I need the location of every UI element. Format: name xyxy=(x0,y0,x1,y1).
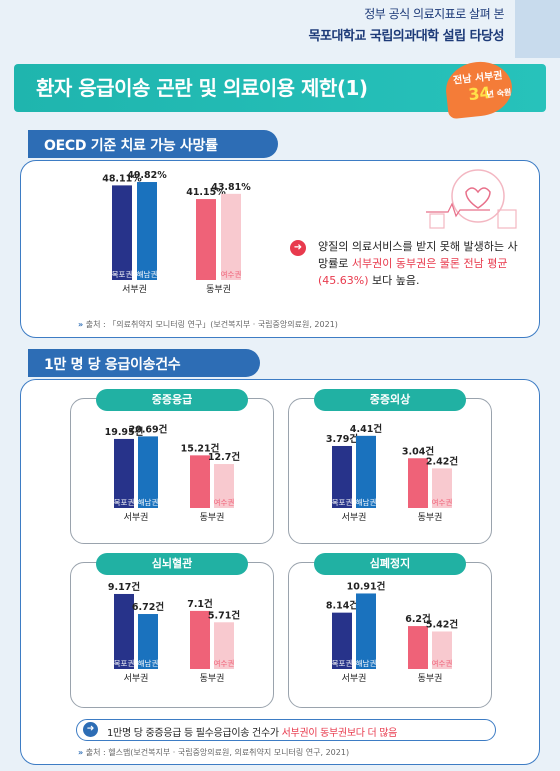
conclusion-red: 서부권이 동부권보다 더 많음 xyxy=(281,728,398,739)
conclusion-part1: 1만명 당 중증응급 등 필수응급이송 건수가 xyxy=(107,728,282,739)
double-chevron-icon: » xyxy=(78,748,84,757)
panel-cardio-cerebrovascular xyxy=(70,562,274,708)
pill-cardio-cerebrovascular: 심뇌혈관 xyxy=(96,553,248,575)
pulse-icon xyxy=(426,202,490,218)
pill-severe-trauma: 중증외상 xyxy=(314,389,466,411)
medical-illustration xyxy=(426,169,517,229)
note-red2: (45.63%) xyxy=(318,274,369,287)
panel-severe-emergency xyxy=(70,398,274,544)
section1-note-text: 양질의 의료서비스를 받지 못해 발생하는 사망률로 서부권이 동부권은 물론 … xyxy=(318,238,523,289)
panel-cardiac-arrest xyxy=(288,562,492,708)
conclusion-text: 1만명 당 중증응급 등 필수응급이송 건수가 서부권이 동부권보다 더 많음 xyxy=(107,724,397,739)
hospital-building-icon xyxy=(429,213,445,229)
double-chevron-icon: » xyxy=(78,320,84,329)
section1-title: OECD 기준 치료 가능 사망률 xyxy=(44,138,218,154)
section2-source-text: 출처 : 헬스맵(보건복지부 · 국립중앙의료원, 의료취약지 모니터링 연구,… xyxy=(85,748,350,757)
section1-source: » 출처 : 「의료취약지 모니터링 연구」(보건복지부 · 국립중앙의료원, … xyxy=(78,319,338,330)
heart-icon xyxy=(465,187,491,209)
panel-severe-trauma xyxy=(288,398,492,544)
arrow-right-icon: ➜ xyxy=(83,722,98,737)
section2-conclusion: ➜ 1만명 당 중증응급 등 필수응급이송 건수가 서부권이 동부권보다 더 많… xyxy=(76,719,496,741)
section1-tab: OECD 기준 치료 가능 사망률 xyxy=(28,130,278,158)
note-red: 서부권이 동부권은 물론 전남 평균 xyxy=(351,257,508,270)
illustration-circle xyxy=(451,169,505,223)
arrow-right-icon: ➜ xyxy=(290,240,306,256)
header-decoration xyxy=(515,0,560,58)
pill-severe-emergency: 중증응급 xyxy=(96,389,248,411)
section1-source-text: 출처 : 「의료취약지 모니터링 연구」(보건복지부 · 국립중앙의료원, 20… xyxy=(85,320,338,329)
section2-title: 1만 명 당 응급이송건수 xyxy=(44,357,181,373)
pill-cardiac-arrest: 심폐정지 xyxy=(314,553,466,575)
section2-source: » 출처 : 헬스맵(보건복지부 · 국립중앙의료원, 의료취약지 모니터링 연… xyxy=(78,747,349,758)
hospital-building-icon-2 xyxy=(497,209,517,229)
section2-tab: 1만 명 당 응급이송건수 xyxy=(28,349,260,377)
page-header: 정부 공식 의료지표로 살펴 본 목포대학교 국립의과대학 설립 타당성 xyxy=(0,0,560,58)
header-title: 목포대학교 국립의과대학 설립 타당성 xyxy=(308,29,505,44)
header-subtitle: 정부 공식 의료지표로 살펴 본 xyxy=(364,7,504,21)
note-part2: 보다 높음. xyxy=(368,274,420,287)
banner-title: 환자 응급이송 곤란 및 의료이용 제한(1) xyxy=(36,76,368,100)
note-part1: 양질의 의료서비스를 받지 못해 발생하는 사망률로 xyxy=(318,240,518,270)
